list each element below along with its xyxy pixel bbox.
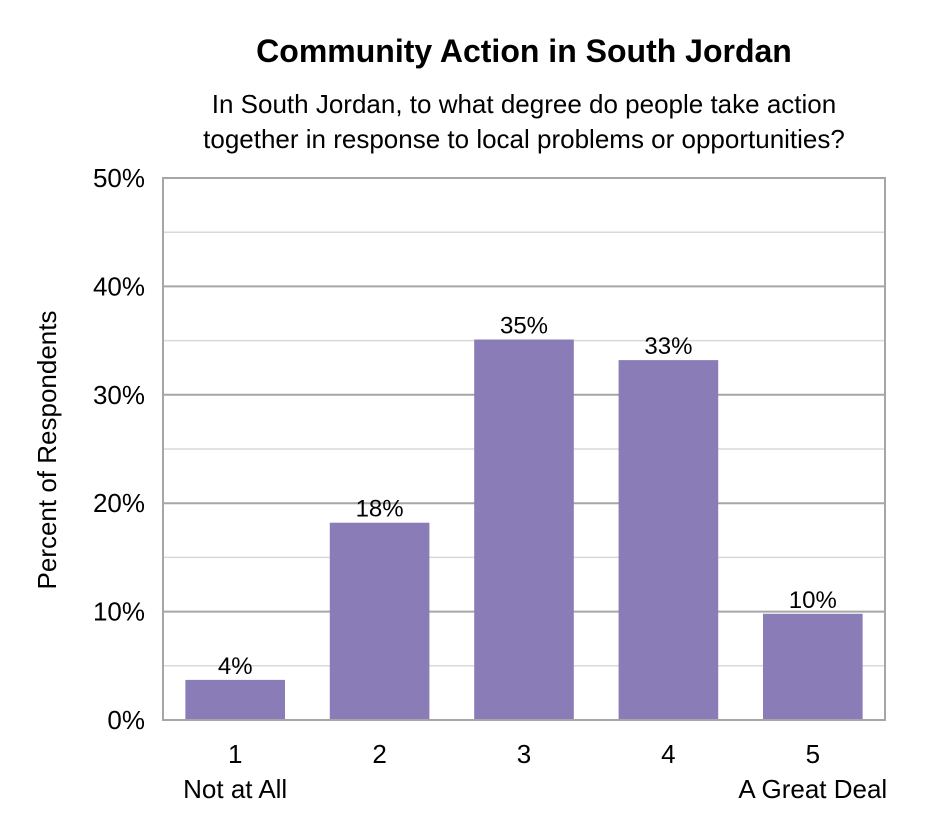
x-tick-label: 1 <box>228 739 242 769</box>
bar <box>185 679 286 720</box>
y-tick-label: 30% <box>93 380 145 410</box>
chart-title: Community Action in South Jordan <box>256 33 792 69</box>
data-label: 18% <box>356 496 404 523</box>
data-label: 35% <box>500 313 548 340</box>
plot-frame <box>162 177 886 721</box>
x-tick-label: 5 <box>806 739 820 769</box>
chart-subtitle-line-2: together in response to local problems o… <box>203 124 845 154</box>
y-tick-label: 50% <box>93 163 145 193</box>
data-label: 10% <box>789 587 837 614</box>
data-label: 4% <box>218 653 253 680</box>
x-tick-sublabel: Not at All <box>183 774 287 804</box>
bars <box>185 339 863 720</box>
y-tick-label: 0% <box>107 705 145 735</box>
x-tick-labels: 1 Not at All 2 3 4 5 A Great Deal <box>183 739 887 804</box>
x-tick-label: 2 <box>372 739 386 769</box>
data-labels: 4% 18% 35% 33% 10% <box>218 313 837 680</box>
y-tick-label: 20% <box>93 488 145 518</box>
y-tick-label: 10% <box>93 597 145 627</box>
y-axis-label: Percent of Respondents <box>32 311 62 590</box>
bar <box>762 613 863 720</box>
chart-subtitle-line-1: In South Jordan, to what degree do peopl… <box>212 89 836 119</box>
y-tick-label: 40% <box>93 271 145 301</box>
bar <box>618 360 719 720</box>
x-tick-sublabel: A Great Deal <box>738 774 887 804</box>
x-tick-label: 3 <box>517 739 531 769</box>
bar <box>329 522 430 720</box>
data-label: 33% <box>644 333 692 360</box>
x-tick-label: 4 <box>661 739 675 769</box>
y-tick-labels: 0% 10% 20% 30% 40% 50% <box>93 163 145 735</box>
bar <box>474 339 574 720</box>
